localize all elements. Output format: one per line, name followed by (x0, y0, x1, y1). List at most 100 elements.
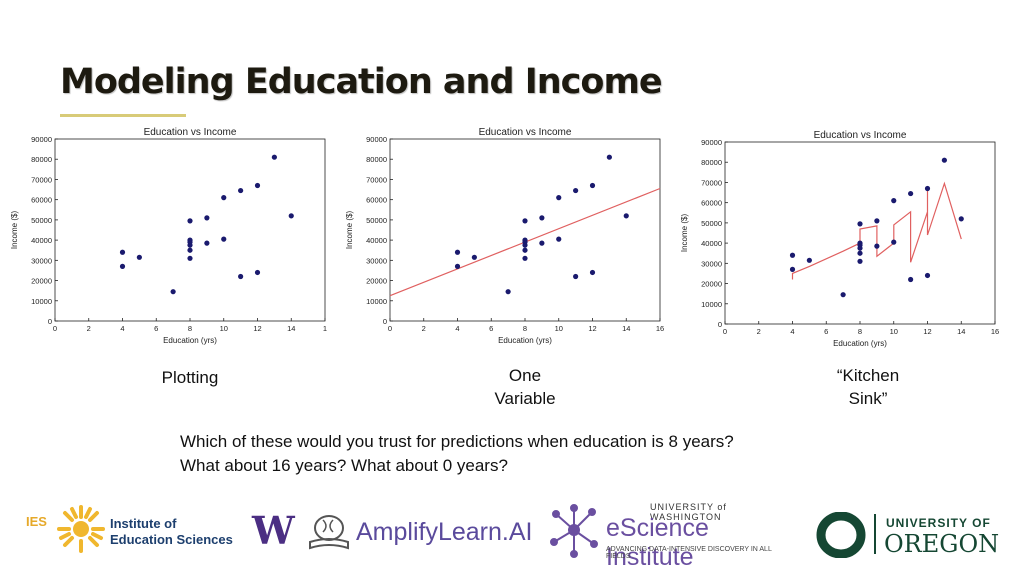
x-tick-label: 14 (622, 324, 630, 333)
question-line-1: Which of these would you trust for predi… (180, 432, 734, 451)
chart-kitchen-sink: Education vs Income 0 2 4 6 8 10 12 14 16 0 10000 20… (678, 128, 999, 353)
x-tick-label: 4 (790, 327, 794, 336)
ies-name-line-2: Education Sciences (110, 532, 233, 547)
data-point (522, 242, 528, 248)
y-tick-label: 60000 (31, 196, 52, 205)
y-tick-label: 30000 (31, 256, 52, 265)
data-point (119, 263, 126, 269)
chart-one-variable: Education vs Income 0 2 4 6 8 10 12 14 16 0 10000 20… (343, 125, 664, 350)
data-point (857, 250, 863, 256)
caption-one-variable: One Variable (494, 366, 556, 408)
x-tick-label: 0 (53, 324, 57, 333)
x-tick-label: 10 (220, 324, 228, 333)
y-tick-label: 40000 (31, 236, 52, 245)
y-tick-label: 70000 (701, 178, 722, 187)
data-point (204, 240, 210, 246)
y-tick-label: 20000 (366, 277, 387, 286)
y-tick-label: 30000 (701, 259, 722, 268)
y-tick-label: 10000 (31, 297, 52, 306)
y-tick-label: 90000 (701, 138, 722, 147)
data-point (908, 190, 914, 197)
data-point (623, 213, 629, 219)
x-tick-label: 6 (489, 324, 493, 333)
y-tick-label: 80000 (31, 155, 52, 164)
data-point (187, 218, 193, 224)
oregon-o-icon (816, 512, 866, 558)
y-tick-label: 10000 (701, 300, 722, 309)
data-point (941, 157, 947, 163)
data-point (857, 221, 863, 227)
data-point (170, 289, 176, 295)
x-tick-label: 6 (154, 324, 158, 333)
y-tick-label: 90000 (366, 135, 387, 144)
data-point (556, 236, 562, 242)
y-tick-label: 0 (383, 317, 387, 326)
data-point (539, 240, 545, 246)
y-tick-label: 60000 (366, 196, 387, 205)
x-tick-label: 8 (188, 324, 192, 333)
x-tick-label: 16 (991, 327, 999, 336)
data-point (522, 247, 528, 253)
x-tick-label: 2 (757, 327, 761, 336)
chart-title: Education vs Income (144, 127, 237, 138)
y-tick-label: 20000 (701, 280, 722, 289)
data-point (271, 154, 277, 160)
x-tick-label: 2 (422, 324, 426, 333)
data-point (187, 247, 193, 253)
chart-title: Education vs Income (479, 127, 572, 138)
x-tick-label: 6 (824, 327, 828, 336)
data-point (857, 258, 863, 264)
data-point (204, 215, 210, 221)
data-point (891, 239, 897, 245)
x-tick-label: 10 (555, 324, 563, 333)
x-axis-label: Education (yrs) (163, 336, 217, 345)
data-point (238, 273, 244, 280)
data-point (471, 254, 477, 260)
x-tick-label: 4 (455, 324, 459, 333)
x-tick-label: 0 (388, 324, 392, 333)
x-tick-label: 12 (588, 324, 596, 333)
data-point (573, 187, 579, 194)
y-tick-label: 60000 (701, 199, 722, 208)
network-icon (550, 504, 598, 558)
ies-mark: IES (26, 514, 47, 529)
data-point (958, 216, 964, 222)
brain-book-icon (309, 515, 349, 550)
x-tick-label: 16 (656, 324, 664, 333)
data-point (119, 249, 126, 255)
data-point (924, 185, 931, 192)
data-point (908, 276, 914, 283)
data-point (857, 245, 863, 251)
x-axis-label: Education (yrs) (833, 339, 887, 348)
x-tick-label: 8 (523, 324, 527, 333)
data-point (221, 236, 227, 242)
x-axis-label: Education (yrs) (498, 336, 552, 345)
title-accent-rule (60, 114, 186, 117)
question-line-2: What about 16 years? What about 0 years? (180, 456, 508, 475)
data-point (221, 195, 227, 201)
caption-plotting: Plotting (161, 368, 219, 387)
data-point (254, 182, 261, 189)
logo-ies: IES Institute of Education Sciences (26, 502, 241, 558)
data-point (924, 272, 931, 279)
y-tick-label: 90000 (31, 135, 52, 144)
y-tick-label: 40000 (701, 239, 722, 248)
x-tick-label: 14 (287, 324, 295, 333)
data-point (606, 154, 612, 160)
question-text: Which of these would you trust for predi… (180, 430, 734, 478)
x-tick-label: 4 (120, 324, 124, 333)
data-point (806, 257, 812, 263)
x-tick-label: 14 (957, 327, 965, 336)
data-point (556, 195, 562, 201)
oregon-divider (874, 514, 876, 554)
uw-w-mark: W (252, 508, 295, 553)
ies-sun-icon (57, 505, 105, 553)
y-tick-label: 40000 (366, 236, 387, 245)
y-tick-label: 0 (718, 320, 722, 329)
ies-name-line-1: Institute of (110, 516, 177, 531)
data-point (136, 254, 142, 260)
y-tick-label: 80000 (366, 155, 387, 164)
y-axis-label: Income ($) (345, 211, 354, 250)
data-point (522, 218, 528, 224)
y-tick-label: 80000 (701, 158, 722, 167)
